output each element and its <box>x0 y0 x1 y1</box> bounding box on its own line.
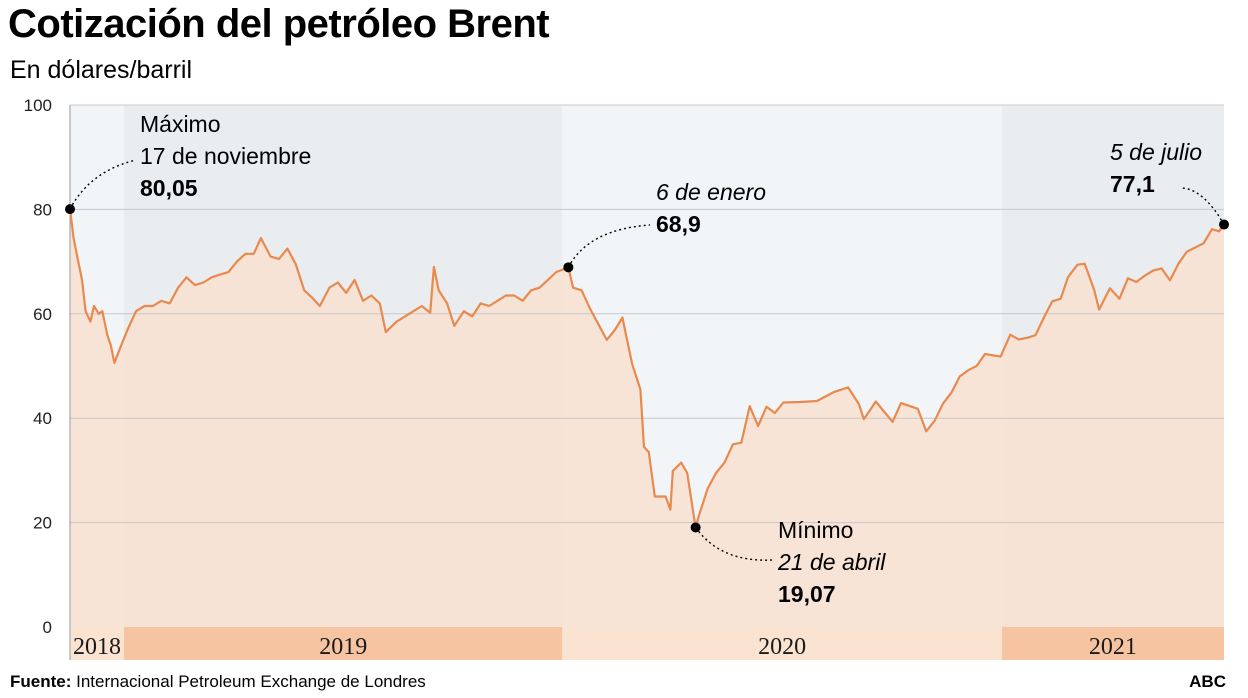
annotation-0-line-2: 80,05 <box>140 175 198 201</box>
annotation-2-line-1: 21 de abril <box>777 549 886 575</box>
annotation-3-line-0: 5 de julio <box>1110 139 1202 165</box>
price-line <box>68 208 1225 529</box>
year-label-2018: 2018 <box>73 634 121 660</box>
y-tick-0: 0 <box>43 618 52 637</box>
annotation-dot-3 <box>1219 219 1229 230</box>
year-band-2020 <box>562 627 1002 660</box>
source-note: Fuente: Internacional Petroleum Exchange… <box>10 672 426 692</box>
y-tick-80: 80 <box>33 200 52 219</box>
year-band-2019 <box>124 627 563 660</box>
annotation-leader-0 <box>69 159 137 210</box>
source-label: Fuente: <box>10 672 72 691</box>
annotation-leader-3 <box>1181 187 1225 225</box>
year-label-2021: 2021 <box>1089 634 1137 660</box>
annotation-0-line-1: 17 de noviembre <box>140 143 311 169</box>
annotation-2-line-0: Mínimo <box>778 517 853 543</box>
annotation-1-line-1: 68,9 <box>656 211 701 237</box>
year-band-2018 <box>70 627 125 660</box>
y-tick-60: 60 <box>33 305 52 324</box>
y-tick-40: 40 <box>33 409 52 428</box>
chart-subtitle: En dólares/barril <box>10 56 193 84</box>
annotation-leader-2 <box>695 527 773 561</box>
y-tick-100: 100 <box>24 96 52 115</box>
year-label-2020: 2020 <box>758 634 806 660</box>
annotation-dot-1 <box>563 262 574 273</box>
chart-title: Cotización del petróleo Brent <box>8 2 550 46</box>
y-tick-20: 20 <box>33 514 52 533</box>
annotation-2-line-2: 19,07 <box>778 581 836 607</box>
year-band-2021 <box>1001 627 1224 660</box>
annotation-dot-2 <box>690 522 701 533</box>
annotation-3-line-1: 77,1 <box>1110 171 1155 197</box>
annotation-dot-0 <box>65 204 75 215</box>
source-text: Internacional Petroleum Exchange de Lond… <box>76 672 426 691</box>
brand-logo: ABC <box>1189 672 1226 691</box>
annotation-1-line-0: 6 de enero <box>656 179 766 205</box>
annotation-0-line-0: Máximo <box>140 111 221 137</box>
year-label-2019: 2019 <box>319 634 367 660</box>
